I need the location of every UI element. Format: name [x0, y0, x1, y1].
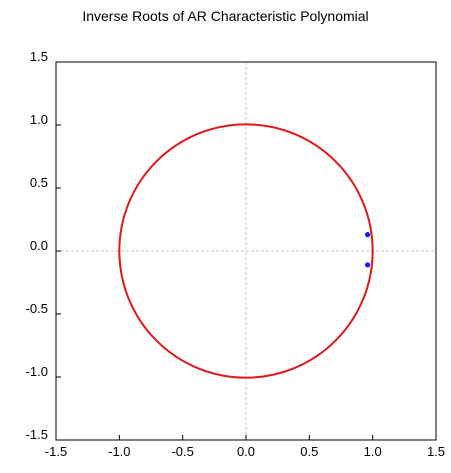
y-axis-ticks: 1.5 1.0 0.5 0.0 -0.5 -1.0 -1.5 — [26, 49, 61, 442]
y-tick-label: -0.5 — [26, 301, 48, 316]
y-tick-label: 0.5 — [30, 175, 48, 190]
x-tick-label: 1.0 — [364, 444, 382, 459]
x-tick-label: -1.5 — [45, 444, 67, 459]
y-tick-label: 1.5 — [30, 49, 48, 64]
root-points — [365, 232, 371, 268]
x-tick-label: -1.0 — [108, 444, 130, 459]
y-tick-label: -1.0 — [26, 364, 48, 379]
root-point — [365, 232, 371, 238]
root-point — [365, 262, 371, 268]
x-tick-label: -0.5 — [171, 444, 193, 459]
zero-gridlines — [56, 62, 436, 440]
x-axis-ticks: -1.5 -1.0 -0.5 0.0 0.5 1.0 1.5 — [45, 435, 445, 459]
x-tick-label: 0.0 — [237, 444, 255, 459]
y-tick-label: 0.0 — [30, 238, 48, 253]
unit-circle — [118, 123, 374, 379]
chart-title: Inverse Roots of AR Characteristic Polyn… — [82, 8, 369, 24]
x-tick-label: 1.5 — [427, 444, 445, 459]
y-tick-label: -1.5 — [26, 427, 48, 442]
x-tick-label: 0.5 — [300, 444, 318, 459]
y-tick-label: 1.0 — [30, 112, 48, 127]
